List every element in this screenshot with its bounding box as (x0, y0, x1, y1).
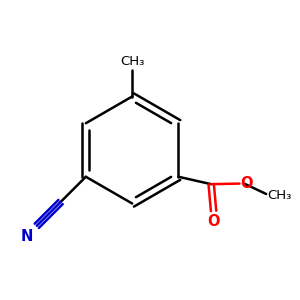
Text: N: N (21, 230, 33, 244)
Text: CH₃: CH₃ (267, 189, 292, 202)
Text: O: O (207, 214, 220, 230)
Text: CH₃: CH₃ (120, 55, 144, 68)
Text: O: O (241, 176, 253, 191)
